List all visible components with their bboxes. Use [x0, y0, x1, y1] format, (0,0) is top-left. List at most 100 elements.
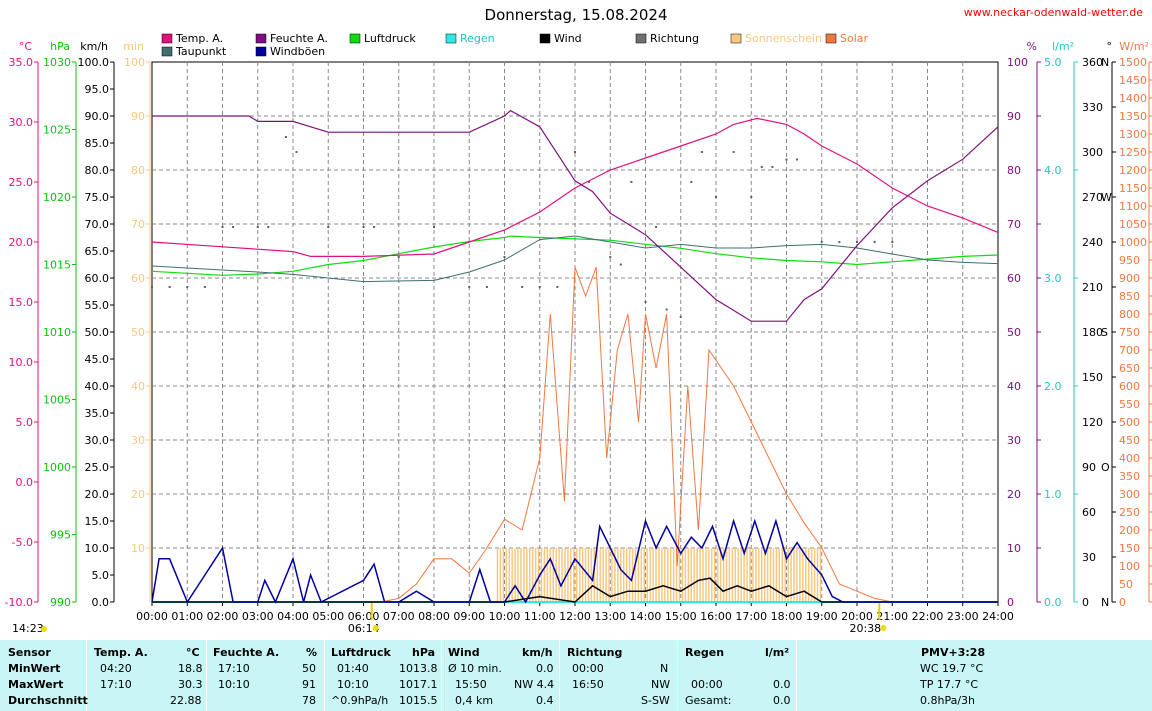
solar-tick-label: 300	[1119, 488, 1140, 501]
row-min-temp-time: 04:20	[100, 662, 132, 675]
direction-tick-label: 60	[1082, 506, 1096, 519]
direction-point	[644, 301, 647, 303]
row-avg-hum-val: 78	[302, 694, 316, 707]
row-max-rain-time: 00:00	[691, 678, 723, 691]
row-max-hum-val: 91	[302, 678, 316, 691]
direction-point	[232, 226, 235, 228]
time-tick-label: 11:00	[524, 610, 556, 623]
row-max-wind-val: NW 4.4	[514, 678, 555, 691]
legend-label: Feuchte A.	[270, 32, 328, 45]
wind-tick-label: 45.0	[85, 353, 110, 366]
solar-tick-label: 850	[1119, 290, 1140, 303]
direction-point	[574, 151, 576, 153]
solar-tick-label: 450	[1119, 434, 1140, 447]
table-header-humidity: Feuchte A.	[213, 646, 280, 659]
direction-point	[665, 308, 668, 311]
legend-swatch	[445, 33, 457, 44]
row-min-label: MinWert	[8, 662, 61, 675]
table-header-sensor: Sensor	[8, 646, 51, 659]
sun-tick-label: 30	[131, 434, 145, 447]
legend-label: Sonnenschein	[745, 32, 822, 45]
table-header-wind: Wind	[448, 646, 480, 659]
solar-line	[381, 267, 893, 603]
row-max-pres-val: 1017.1	[399, 678, 438, 691]
direction-point	[655, 226, 658, 228]
temp-tick-label: 5.0	[16, 416, 34, 429]
legend-swatch	[825, 33, 837, 44]
time-tick-label: 14:00	[630, 610, 662, 623]
direction-point	[284, 136, 287, 138]
legend-swatch	[255, 46, 267, 57]
table-header-pressure-unit: hPa	[412, 646, 436, 659]
table-header-wind-unit: km/h	[522, 646, 553, 659]
time-tick-label: 16:00	[700, 610, 732, 623]
legend-label: Temp. A.	[175, 32, 223, 45]
direction-point	[796, 158, 799, 161]
wind-tick-label: 15.0	[85, 515, 110, 528]
time-tick-label: 13:00	[594, 610, 626, 623]
time-tick-label: 15:00	[665, 610, 697, 623]
row-min-wind-val: 0.0	[536, 662, 554, 675]
direction-tick-label: 270	[1082, 191, 1103, 204]
gust-line	[151, 518, 998, 604]
legend-swatch	[635, 33, 647, 44]
wind-tick-label: 5.0	[92, 569, 110, 582]
humidity-tick-label: 80	[1007, 164, 1021, 177]
time-tick-label: 24:00	[982, 610, 1014, 623]
legend-swatch	[161, 46, 173, 57]
sun-tick-label: 40	[131, 380, 145, 393]
legend-swatch	[539, 33, 551, 44]
direction-tick-label: 120	[1082, 416, 1103, 429]
legend-label: Regen	[460, 32, 495, 45]
temp-tick-label: 20.0	[9, 236, 34, 249]
direction-point	[521, 286, 524, 288]
solar-tick-label: 400	[1119, 452, 1140, 465]
row-min-hum-val: 50	[302, 662, 316, 675]
temp-axis-unit: °C	[19, 40, 33, 53]
direction-axis-unit: °	[1107, 40, 1113, 53]
time-tick-label: 19:00	[806, 610, 838, 623]
dewpoint-line	[151, 235, 999, 283]
wind-tick-label: 40.0	[85, 380, 110, 393]
solar-tick-label: 350	[1119, 470, 1140, 483]
row-avg-rain-val: 0.0	[773, 694, 791, 707]
direction-point	[588, 181, 591, 183]
time-tick-label: 12:00	[559, 610, 591, 623]
direction-tick-label: 300	[1082, 146, 1103, 159]
direction-point	[820, 241, 823, 243]
solar-tick-label: 200	[1119, 524, 1140, 537]
direction-point	[856, 241, 858, 243]
wind-tick-label: 0.0	[92, 596, 110, 609]
direction-tick-label: 210	[1082, 281, 1103, 294]
direction-point	[362, 226, 365, 228]
pressure-tick-label: 1020	[43, 191, 71, 204]
wind-tick-label: 85.0	[85, 137, 110, 150]
time-tick-label: 23:00	[947, 610, 979, 623]
time-tick-label: 18:00	[771, 610, 803, 623]
row-max-wind-label: 15:50	[455, 678, 487, 691]
direction-point	[203, 286, 206, 288]
solar-tick-label: 150	[1119, 542, 1140, 555]
sun-axis-unit: min	[123, 40, 144, 53]
direction-point	[873, 241, 876, 243]
row-avg-pres-val: 1015.5	[399, 694, 438, 707]
solar-tick-label: 500	[1119, 416, 1140, 429]
row-max-extra: TP 17.7 °C	[920, 678, 979, 691]
direction-point	[267, 226, 270, 228]
direction-point	[373, 226, 376, 228]
direction-point	[750, 196, 753, 198]
row-min-pres-val: 1013.8	[399, 662, 438, 675]
direction-point	[538, 286, 541, 288]
rain-tick-label: 2.0	[1044, 380, 1062, 393]
temp-tick-label: -10.0	[5, 596, 33, 609]
table-header-temp: Temp. A.	[94, 646, 148, 659]
wind-tick-label: 90.0	[85, 110, 110, 123]
table-header-rain-unit: l/m²	[765, 646, 790, 659]
chart-title: Donnerstag, 15.08.2024	[485, 6, 668, 24]
direction-point	[556, 286, 559, 288]
rain-tick-label: 1.0	[1044, 488, 1062, 501]
solar-tick-label: 1150	[1119, 182, 1147, 195]
direction-point	[221, 226, 224, 228]
row-min-temp-val: 18.8	[178, 662, 203, 675]
direction-tick-label: 0	[1082, 596, 1089, 609]
